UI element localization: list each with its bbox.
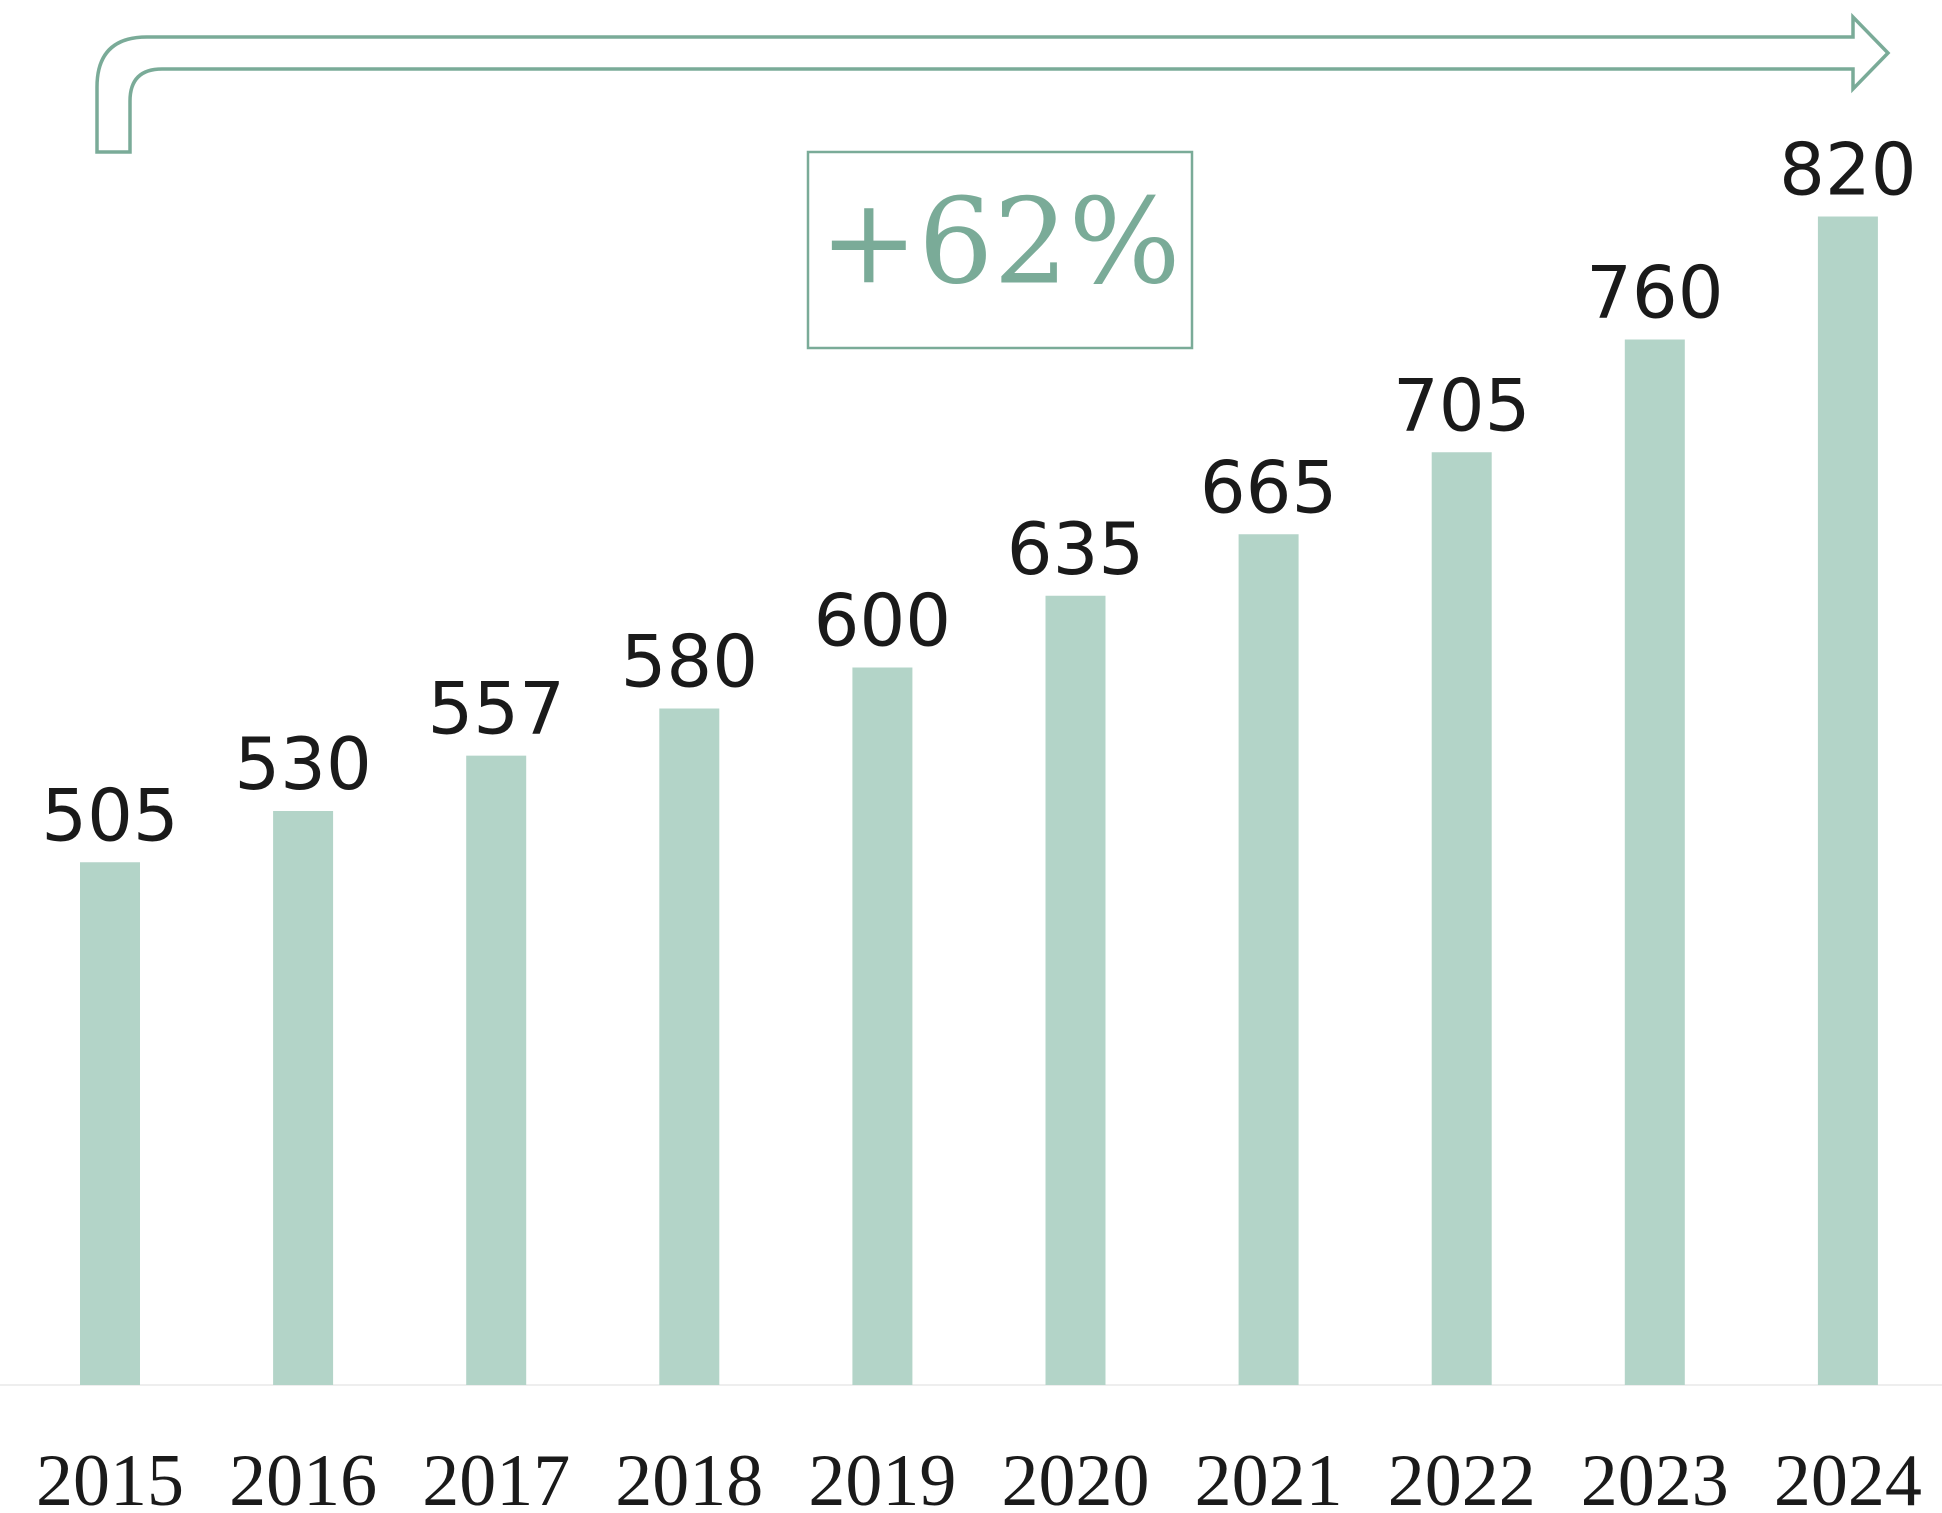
value-label: 580 [621, 620, 758, 704]
annotation: +62% [819, 173, 1180, 311]
bar [1045, 595, 1106, 1385]
x-tick-label: 2024 [1774, 1440, 1922, 1513]
annotation-box [806, 150, 1194, 350]
x-tick-label: 2023 [1581, 1440, 1729, 1513]
value-label: 505 [41, 773, 178, 857]
bar [659, 708, 720, 1385]
bar [1431, 452, 1492, 1385]
bar [1624, 339, 1685, 1385]
x-tick-label: 2020 [1002, 1440, 1150, 1513]
value-label: 705 [1393, 363, 1530, 447]
bar [1238, 534, 1299, 1385]
x-tick-label: 2016 [229, 1440, 377, 1513]
x-tick-label: 2018 [615, 1440, 763, 1513]
trend-arrow [95, 12, 1891, 154]
bar [80, 862, 140, 1385]
x-tick-label: 2021 [1195, 1440, 1343, 1513]
bar [273, 811, 334, 1385]
x-tick-label: 2019 [808, 1440, 956, 1513]
value-label: 600 [814, 579, 951, 663]
value-label: 557 [427, 667, 564, 751]
bar [466, 755, 527, 1385]
bar [852, 667, 913, 1385]
value-label: 530 [234, 722, 371, 806]
x-tick-label: 2022 [1388, 1440, 1536, 1513]
x-tick-label: 2015 [36, 1440, 184, 1513]
bar [1817, 216, 1878, 1385]
value-label: 820 [1779, 128, 1916, 212]
value-label: 635 [1007, 507, 1144, 591]
value-label: 760 [1586, 251, 1723, 335]
value-label: 665 [1200, 445, 1337, 529]
x-tick-label: 2017 [422, 1440, 570, 1513]
